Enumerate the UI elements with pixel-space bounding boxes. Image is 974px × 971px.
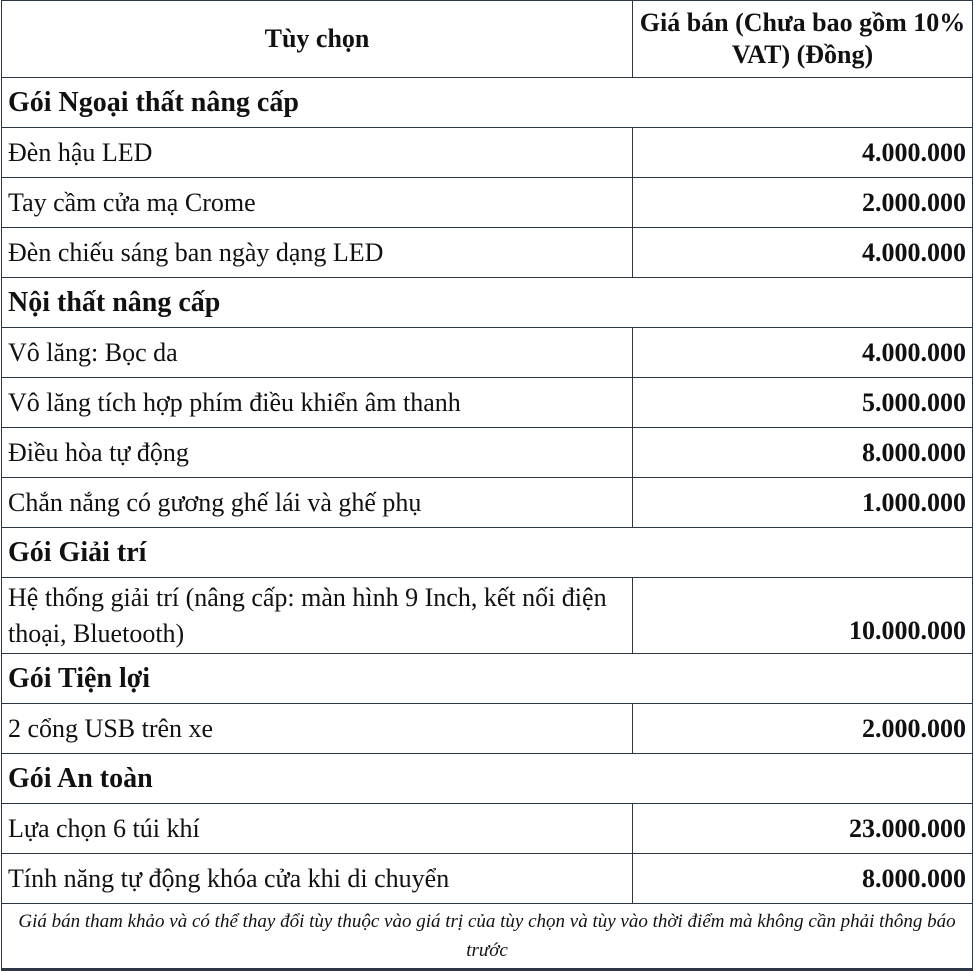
option-name: Đèn chiếu sáng ban ngày dạng LED (1, 227, 633, 278)
table-row: Tính năng tự động khóa cửa khi di chuyển… (1, 853, 973, 904)
section-title: Gói An toàn (1, 753, 973, 804)
option-price: 4.000.000 (632, 327, 973, 378)
section-title: Gói Giải trí (1, 527, 973, 578)
section-row: Gói Tiện lợi (1, 653, 973, 704)
option-name: Vô lăng: Bọc da (1, 327, 633, 378)
table-row: Tay cầm cửa mạ Crome 2.000.000 (1, 177, 973, 228)
footer-note: Giá bán tham khảo và có thể thay đổi tùy… (1, 903, 973, 971)
option-price: 8.000.000 (632, 427, 973, 478)
header-option: Tùy chọn (1, 0, 633, 78)
table-row: Chắn nắng có gương ghế lái và ghế phụ 1.0… (1, 477, 973, 528)
option-name: Vô lăng tích hợp phím điều khiển âm than… (1, 377, 633, 428)
table-row: Điều hòa tự động 8.000.000 (1, 427, 973, 478)
option-name: Đèn hậu LED (1, 127, 633, 178)
option-price: 10.000.000 (632, 577, 973, 654)
table-row: Hệ thống giải trí (nâng cấp: màn hình 9 … (1, 577, 973, 654)
footer-row: Giá bán tham khảo và có thể thay đổi tùy… (1, 903, 973, 971)
section-row: Gói Giải trí (1, 527, 973, 578)
option-price: 1.000.000 (632, 477, 973, 528)
option-name: Tay cầm cửa mạ Crome (1, 177, 633, 228)
option-price: 5.000.000 (632, 377, 973, 428)
table-row: Vô lăng tích hợp phím điều khiển âm than… (1, 377, 973, 428)
option-price: 4.000.000 (632, 127, 973, 178)
option-name: Tính năng tự động khóa cửa khi di chuyển (1, 853, 633, 904)
table-header: Tùy chọn Giá bán (Chưa bao gồm 10% VAT) … (1, 0, 973, 78)
option-name: Chắn nắng có gương ghế lái và ghế phụ (1, 477, 633, 528)
section-row: Gói An toàn (1, 753, 973, 804)
table-row: 2 cổng USB trên xe 2.000.000 (1, 703, 973, 754)
section-row: Gói Ngoại thất nâng cấp (1, 77, 973, 128)
option-name: Hệ thống giải trí (nâng cấp: màn hình 9 … (1, 577, 633, 654)
section-title: Nội thất nâng cấp (1, 277, 973, 328)
option-name: Lựa chọn 6 túi khí (1, 803, 633, 854)
option-name: Điều hòa tự động (1, 427, 633, 478)
option-price: 2.000.000 (632, 177, 973, 228)
option-name: 2 cổng USB trên xe (1, 703, 633, 754)
option-price: 4.000.000 (632, 227, 973, 278)
table-row: Vô lăng: Bọc da 4.000.000 (1, 327, 973, 378)
table-row: Đèn chiếu sáng ban ngày dạng LED 4.000.00… (1, 227, 973, 278)
option-price: 8.000.000 (632, 853, 973, 904)
table-row: Đèn hậu LED 4.000.000 (1, 127, 973, 178)
section-title: Gói Ngoại thất nâng cấp (1, 77, 973, 128)
table-row: Lựa chọn 6 túi khí 23.000.000 (1, 803, 973, 854)
option-price: 23.000.000 (632, 803, 973, 854)
section-title: Gói Tiện lợi (1, 653, 973, 704)
section-row: Nội thất nâng cấp (1, 277, 973, 328)
header-price: Giá bán (Chưa bao gồm 10% VAT) (Đồng) (632, 0, 973, 78)
option-price: 2.000.000 (632, 703, 973, 754)
